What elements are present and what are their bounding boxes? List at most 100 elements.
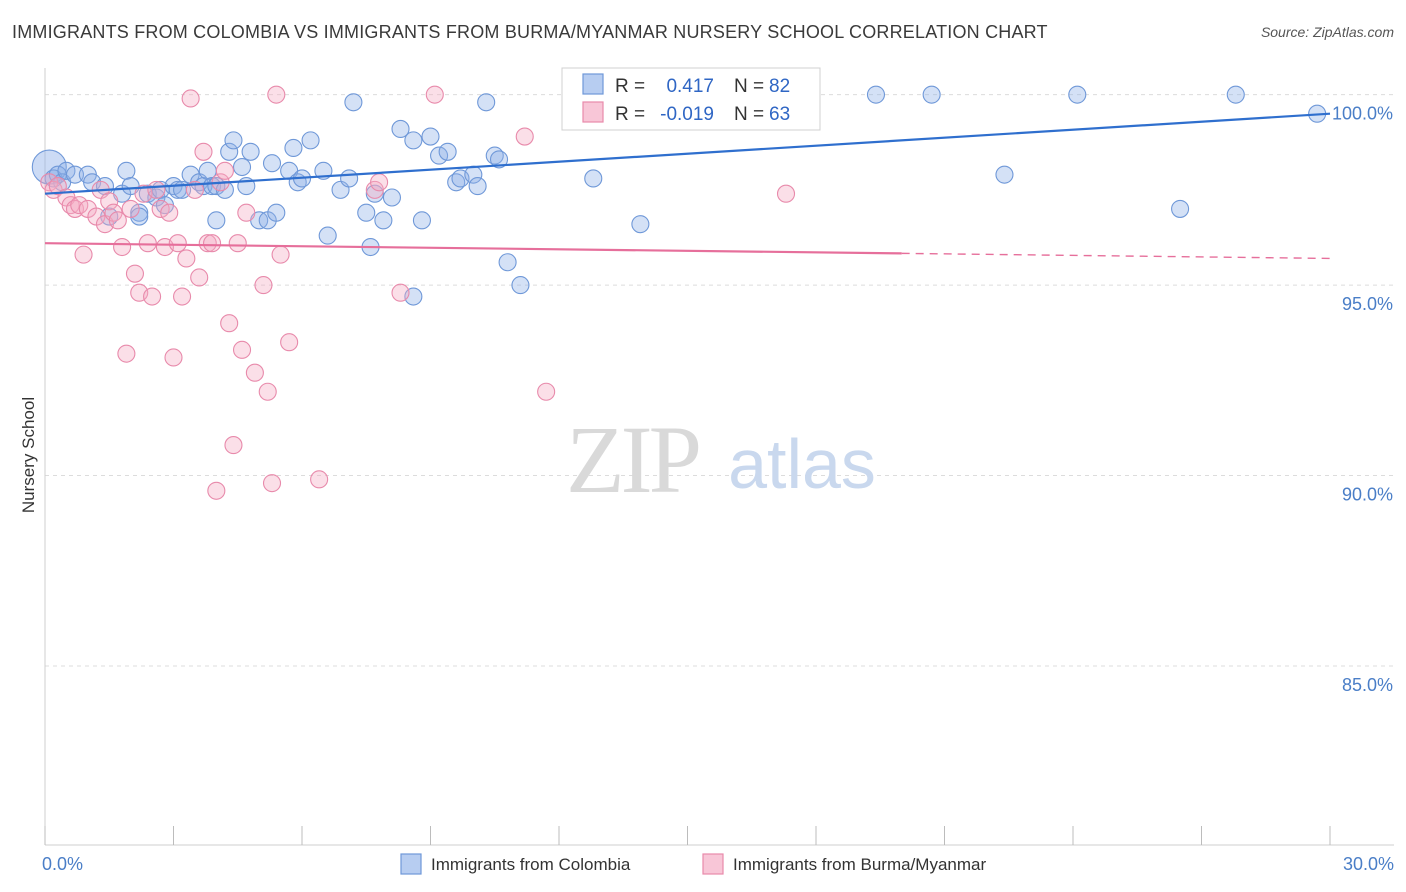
point-colombia-80 <box>1226 85 1245 104</box>
point-colombia-75 <box>866 85 886 104</box>
point-burma-36 <box>203 234 222 253</box>
point-burma-29 <box>173 287 192 306</box>
point-colombia-31 <box>224 131 243 150</box>
point-colombia-47 <box>340 169 359 188</box>
stats-r-value-colombia: 0.417 <box>666 76 714 97</box>
stats-swatch-colombia <box>582 73 604 95</box>
point-burma-22 <box>143 287 162 306</box>
point-burma-50 <box>271 245 290 264</box>
point-colombia-55 <box>404 131 423 150</box>
point-burma-54 <box>370 173 389 192</box>
point-colombia-64 <box>468 177 487 196</box>
point-colombia-37 <box>262 154 282 173</box>
point-burma-55 <box>391 283 410 302</box>
point-burma-39 <box>215 161 234 180</box>
point-burma-26 <box>160 203 179 222</box>
point-colombia-58 <box>421 127 440 146</box>
point-burma-28 <box>168 234 187 253</box>
point-colombia-48 <box>344 93 363 112</box>
point-colombia-38 <box>267 203 286 222</box>
y-tick-label-2: 90.0% <box>1342 485 1393 505</box>
stats-r-value-burma: -0.019 <box>660 104 714 125</box>
trend-line-burma <box>44 242 902 255</box>
point-burma-51 <box>280 333 299 352</box>
point-colombia-71 <box>584 169 603 188</box>
stats-box: R = 0.417 N = 82 R = -0.019 N = 63 <box>561 67 821 131</box>
point-colombia-40 <box>284 138 303 158</box>
point-colombia-32 <box>232 157 252 177</box>
point-burma-34 <box>194 142 213 161</box>
legend-label-colombia: Immigrants from Colombia <box>431 855 631 874</box>
point-colombia-53 <box>382 188 402 207</box>
point-colombia-77 <box>995 165 1014 184</box>
point-colombia-72 <box>631 215 650 234</box>
point-burma-23 <box>147 180 166 199</box>
point-burma-24 <box>151 199 170 218</box>
stats-swatch-burma <box>582 101 604 123</box>
point-colombia-30 <box>220 142 239 161</box>
trend-line-dashed-burma <box>901 252 1331 260</box>
point-burma-47 <box>258 382 277 401</box>
legend: Immigrants from Colombia Immigrants from… <box>400 853 986 875</box>
point-burma-6 <box>70 196 89 215</box>
point-colombia-28 <box>207 211 226 230</box>
point-colombia-49 <box>357 203 376 222</box>
stats-r-label-burma: R = <box>615 104 645 125</box>
point-colombia-67 <box>489 150 509 169</box>
point-burma-41 <box>224 436 243 455</box>
point-burma-43 <box>232 340 252 359</box>
stats-n-value-colombia: 82 <box>769 76 790 97</box>
point-burma-18 <box>125 264 144 283</box>
point-burma-56 <box>425 85 444 104</box>
point-colombia-5 <box>65 165 85 184</box>
chart-title: IMMIGRANTS FROM COLOMBIA VS IMMIGRANTS F… <box>12 22 1048 42</box>
point-colombia-45 <box>318 226 337 245</box>
watermark-atlas: atlas <box>728 425 876 503</box>
axis-layer: 100.0% 95.0% 90.0% 85.0% 0.0% 30.0% <box>42 68 1394 874</box>
point-burma-33 <box>190 268 209 287</box>
point-burma-57 <box>515 127 534 146</box>
legend-swatch-burma <box>702 853 724 875</box>
stats-box-frame <box>561 67 821 131</box>
x-tick-label-1: 30.0% <box>1343 854 1394 874</box>
point-burma-42 <box>228 234 247 253</box>
trend-line-colombia <box>44 112 1331 195</box>
point-colombia-51 <box>365 184 384 203</box>
trend-layer <box>44 112 1331 260</box>
legend-swatch-colombia <box>400 853 422 875</box>
point-burma-7 <box>74 245 93 264</box>
point-colombia-78 <box>1068 85 1087 104</box>
point-burma-44 <box>237 203 256 222</box>
point-burma-59 <box>776 184 796 203</box>
point-colombia-76 <box>922 85 941 104</box>
point-burma-52 <box>310 470 329 489</box>
point-burma-45 <box>245 363 264 382</box>
point-colombia-69 <box>511 276 530 295</box>
point-colombia-11 <box>117 161 136 180</box>
point-burma-14 <box>108 211 127 230</box>
legend-label-burma: Immigrants from Burma/Myanmar <box>733 855 986 874</box>
point-burma-15 <box>113 237 132 257</box>
y-tick-label-3: 85.0% <box>1342 675 1393 695</box>
point-burma-30 <box>177 249 196 268</box>
point-colombia-13 <box>130 203 149 222</box>
point-burma-17 <box>121 199 140 218</box>
point-burma-12 <box>100 192 119 211</box>
point-colombia-65 <box>477 93 496 112</box>
stats-n-value-burma: 63 <box>769 104 790 125</box>
point-colombia-4 <box>57 161 76 180</box>
y-axis-title: Nursery School <box>19 397 38 513</box>
point-colombia-60 <box>438 142 457 161</box>
point-colombia-59 <box>430 146 449 165</box>
point-burma-48 <box>262 474 282 493</box>
point-colombia-52 <box>374 211 393 230</box>
point-burma-21 <box>138 234 157 253</box>
point-burma-49 <box>267 85 286 104</box>
point-colombia-57 <box>412 211 431 230</box>
point-burma-16 <box>117 344 136 363</box>
point-burma-58 <box>537 382 556 401</box>
y-tick-label-1: 95.0% <box>1342 294 1393 314</box>
point-burma-46 <box>254 276 273 295</box>
stats-r-label-colombia: R = <box>615 76 645 97</box>
